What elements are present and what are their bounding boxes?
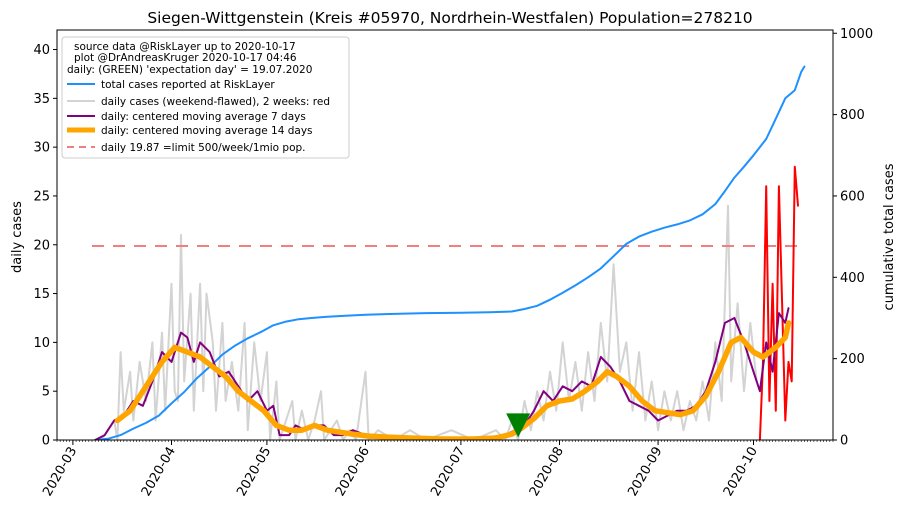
x-tick-label: 2020-08 [527,445,567,500]
y-axis-left-label: daily cases [10,201,25,273]
y-left-tick-label: 40 [33,43,50,58]
legend-label-cumulative: total cases reported at RiskLayer [101,79,275,91]
legend-box [61,36,350,159]
series-daily-raw-line [100,204,758,440]
legend-header-line-1: source data @RiskLayer up to 2020-10-17 [74,41,296,53]
series-avg7-line [94,307,790,440]
y-right-tick-label: 600 [840,189,865,204]
x-tick-label: 2020-06 [333,445,373,500]
series-cumulative-line [94,65,806,440]
y-left-tick-label: 5 [42,385,50,400]
x-tick-label: 2020-04 [139,445,179,500]
y-left-tick-label: 30 [33,141,50,156]
plot-area [92,65,806,440]
x-axis: 2020-03 2020-04 2020-05 2020-06 2020-07 2020-… [40,440,834,500]
y-left-tick-label: 35 [33,92,50,107]
y-left-tick-label: 0 [42,434,50,449]
x-tick-label: 2020-05 [234,445,274,500]
y-left-tick-label: 25 [33,189,50,204]
legend: source data @RiskLayer up to 2020-10-17 … [61,36,350,159]
legend-header-line-2: plot @DrAndreasKruger 2020-10-17 04:46 [74,52,297,64]
y-axis-right-label: cumulative total cases [882,163,897,310]
y-right-tick-label: 0 [840,434,848,449]
x-tick-label: 2020-10 [721,445,761,500]
x-tick-label: 2020-07 [428,445,468,500]
y-left-tick-label: 20 [33,238,50,253]
y-right-tick-label: 1000 [840,27,873,42]
chart-title: Siegen-Wittgenstein (Kreis #05970, Nordr… [147,9,752,27]
series-daily-recent-line [758,165,799,440]
x-tick-label: 2020-03 [40,445,80,500]
y-right-tick-label: 800 [840,108,865,123]
y-axis-right: 0 200 400 600 800 1000 [833,27,873,449]
y-right-tick-label: 400 [840,271,865,286]
legend-label-daily-raw: daily cases (weekend-flawed), 2 weeks: r… [101,96,330,108]
y-left-tick-label: 15 [33,287,50,302]
x-tick-label: 2020-09 [625,445,665,500]
y-axis-left: 0 5 10 15 20 25 30 35 40 [33,43,57,449]
y-right-tick-label: 200 [840,352,865,367]
legend-label-avg7: daily: centered moving average 7 days [101,111,306,123]
series-avg14-line [114,320,792,440]
legend-header-line-3: daily: (GREEN) 'expectation day' = 19.07… [67,64,312,76]
y-left-tick-label: 10 [33,336,50,351]
legend-label-avg14: daily: centered moving average 14 days [101,125,313,137]
legend-label-limit: daily 19.87 =limit 500/week/1mio pop. [101,142,306,154]
expectation-day-marker [506,413,531,438]
